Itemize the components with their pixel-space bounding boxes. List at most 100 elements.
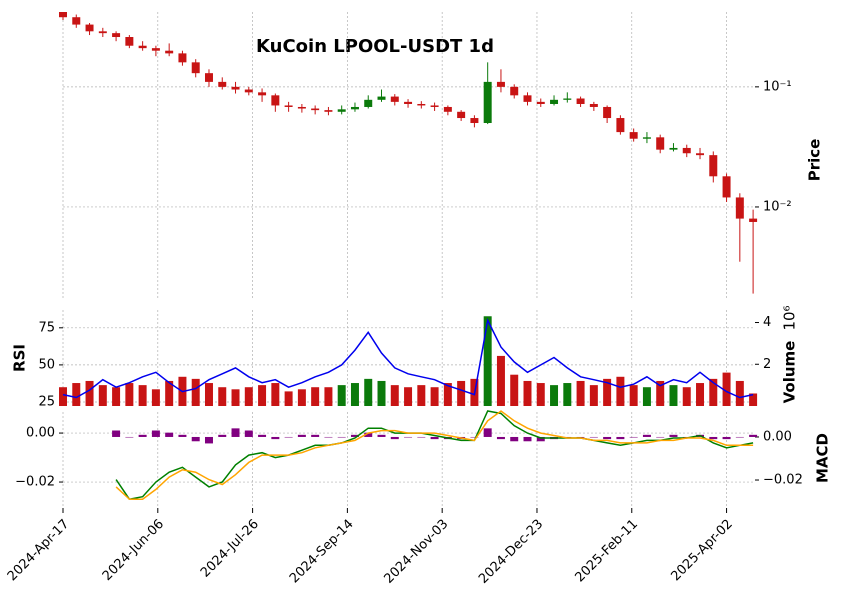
- candle-body: [125, 37, 134, 46]
- candle-body: [709, 155, 718, 177]
- histogram-bar: [191, 436, 200, 442]
- macd-axis-label: MACD: [814, 433, 832, 483]
- volume-bar: [204, 383, 213, 406]
- histogram-bar: [284, 436, 293, 438]
- histogram-bar: [350, 434, 359, 437]
- histogram-bar: [112, 430, 121, 437]
- candle-body: [85, 24, 94, 32]
- candle-body: [138, 45, 147, 49]
- histogram-bar: [483, 428, 492, 437]
- volume-bar: [350, 383, 359, 406]
- volume-bar: [125, 383, 134, 406]
- candle-body: [350, 106, 359, 110]
- volume-bar: [722, 372, 731, 406]
- candle-body: [483, 81, 492, 124]
- histogram-bar: [390, 436, 399, 440]
- volume-bar: [98, 385, 107, 406]
- histogram-bar: [603, 436, 612, 440]
- y2-tick-label: 2: [763, 357, 771, 372]
- histogram-bar: [642, 434, 651, 437]
- candle-body: [669, 147, 678, 150]
- candle-body: [496, 81, 505, 87]
- volume-bar: [165, 380, 174, 406]
- candle-body: [563, 98, 572, 100]
- x-tick-label: 2024-Jun-06: [100, 517, 167, 584]
- volume-bar: [404, 387, 413, 406]
- candle-body: [417, 103, 426, 106]
- histogram-bar: [218, 434, 227, 437]
- y2-tick-label: 10⁻²: [763, 199, 792, 214]
- histogram-bar: [404, 436, 413, 438]
- volume-bar: [218, 387, 227, 406]
- y-tick-label: 0.00: [26, 426, 55, 441]
- candle-body: [271, 95, 280, 106]
- volume-bar: [271, 383, 280, 406]
- histogram-bar: [536, 436, 545, 442]
- histogram-bar: [204, 436, 213, 444]
- histogram-bar: [417, 436, 426, 438]
- volume-bar: [656, 380, 665, 406]
- volume-bar: [483, 316, 492, 406]
- macd-line: [115, 410, 754, 501]
- volume-bar: [669, 385, 678, 406]
- volume-bar: [112, 387, 121, 406]
- histogram-bar: [297, 434, 306, 437]
- histogram-bar: [669, 434, 678, 437]
- candle-body: [722, 176, 731, 198]
- x-tick-label: 2024-Apr-17: [5, 517, 72, 584]
- volume-bar: [311, 387, 320, 406]
- volume-bar: [284, 391, 293, 406]
- volume-bar: [603, 378, 612, 406]
- candle-body: [616, 118, 625, 133]
- histogram-bar: [311, 434, 320, 437]
- signal-line: [115, 410, 754, 500]
- candle-body: [656, 137, 665, 150]
- candle-body: [297, 106, 306, 109]
- volume-bar: [749, 393, 758, 406]
- histogram-bar: [709, 436, 718, 440]
- histogram-bar: [364, 432, 373, 437]
- candle-body: [324, 110, 333, 112]
- volume-bar: [151, 389, 160, 406]
- candle-body: [749, 218, 758, 222]
- volume-bar: [642, 387, 651, 406]
- histogram-bar: [244, 430, 253, 437]
- volume-offset-label: 10⁶: [781, 305, 799, 330]
- volume-bar: [85, 380, 94, 406]
- candle-body: [735, 197, 744, 219]
- volume-bar: [417, 385, 426, 406]
- histogram-bar: [178, 434, 187, 437]
- candle-body: [550, 99, 559, 104]
- candle-body: [443, 106, 452, 112]
- volume-bar: [337, 385, 346, 406]
- x-tick-label: 2025-Apr-02: [668, 517, 735, 584]
- candle-body: [244, 89, 253, 93]
- y-tick-label: 50: [38, 357, 55, 372]
- histogram-bar: [510, 436, 519, 442]
- volume-axis-label: Volume: [781, 341, 799, 404]
- volume-bar: [138, 385, 147, 406]
- histogram-bar: [589, 436, 598, 438]
- candle-body: [629, 132, 638, 139]
- volume-bar: [496, 355, 505, 406]
- y-tick-label: 25: [38, 394, 55, 409]
- candle-body: [151, 48, 160, 51]
- histogram-bar: [165, 432, 174, 437]
- rsi-line: [62, 318, 754, 399]
- histogram-bar: [377, 434, 386, 437]
- volume-bar: [72, 383, 81, 406]
- candle-body: [603, 106, 612, 119]
- candle-body: [258, 92, 267, 96]
- volume-bar: [550, 385, 559, 406]
- histogram-bar: [523, 436, 532, 442]
- histogram-bar: [616, 436, 625, 440]
- candle-body: [284, 105, 293, 107]
- y2-tick-label: 4: [763, 315, 771, 330]
- histogram-bar: [563, 436, 572, 438]
- histogram-bar: [430, 436, 439, 440]
- candle-body: [204, 73, 213, 82]
- x-tick-label: 2025-Feb-11: [572, 517, 641, 586]
- histogram-bar: [271, 436, 280, 440]
- volume-bar: [589, 385, 598, 406]
- candle-body: [470, 118, 479, 124]
